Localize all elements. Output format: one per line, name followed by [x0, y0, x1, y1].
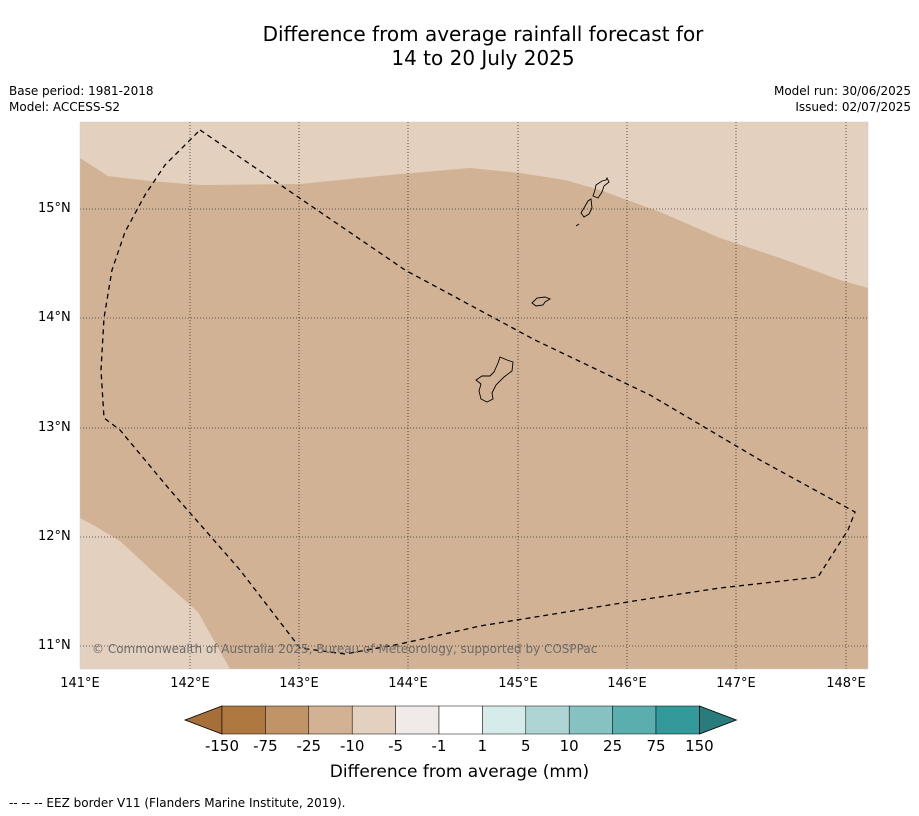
metadata-left: Base period: 1981-2018 Model: ACCESS-S2: [9, 83, 154, 115]
model-run: Model run: 30/06/2025: [773, 84, 911, 98]
colorbar-tick-label: -1: [431, 737, 447, 755]
eez-border: [100, 129, 856, 655]
colorbar-bin: [308, 705, 353, 735]
colorbar-tick-label: 5: [521, 737, 531, 755]
light-anomaly-region-north: [80, 122, 868, 288]
colorbar: [183, 705, 738, 735]
aguijan-outline: [575, 223, 580, 227]
lon-label-147e: 147°E: [716, 676, 756, 691]
lon-label-141e: 141°E: [60, 676, 100, 691]
colorbar-bin: [351, 705, 396, 735]
colorbar-tick-label: 1: [477, 737, 488, 755]
colorbar-tick-label: 150: [685, 737, 714, 755]
colorbar-title: Difference from average (mm): [329, 762, 590, 782]
colorbar-bin: [525, 705, 570, 735]
coastlines: [475, 176, 610, 403]
lon-label-143e: 143°E: [279, 676, 319, 691]
colorbar-tick-label: -10: [339, 737, 365, 755]
eez-footnote: -- -- -- EEZ border V11 (Flanders Marine…: [9, 796, 346, 810]
colorbar-tick-label: 75: [646, 737, 666, 755]
colorbar-bin: [438, 705, 483, 735]
colorbar-bin: [568, 705, 613, 735]
lat-label-11n: 11°N: [38, 638, 71, 653]
colorbar-bin: [221, 705, 266, 735]
map-panel: [79, 121, 869, 670]
rota-outline: [531, 296, 552, 307]
guam-outline: [475, 356, 514, 403]
colorbar-extend-high: [699, 705, 738, 735]
colorbar-tick-label: -5: [388, 737, 404, 755]
lat-label-15n: 15°N: [38, 201, 71, 216]
title-line-1: Difference from average rainfall forecas…: [262, 22, 704, 46]
lon-label-145e: 145°E: [498, 676, 538, 691]
title-line-2: 14 to 20 July 2025: [391, 46, 575, 70]
light-anomaly-region-southwest: [80, 518, 230, 669]
saipan-outline: [592, 176, 610, 199]
base-period: Base period: 1981-2018: [9, 84, 154, 98]
lat-label-14n: 14°N: [38, 310, 71, 325]
lon-label-148e: 148°E: [826, 676, 866, 691]
colorbar-tick-label: -25: [296, 737, 322, 755]
graticule: [80, 122, 868, 669]
lat-label-13n: 13°N: [38, 420, 71, 435]
model-name: Model: ACCESS-S2: [9, 100, 121, 114]
colorbar-tick-label: 25: [603, 737, 623, 755]
lon-label-146e: 146°E: [607, 676, 647, 691]
tinian-outline: [580, 198, 593, 218]
copyright-notice: © Commonwealth of Australia 2025, Bureau…: [92, 642, 597, 656]
colorbar-bin: [395, 705, 440, 735]
map-frame: [79, 121, 869, 670]
lon-label-144e: 144°E: [388, 676, 428, 691]
colorbar-tick-label: -75: [253, 737, 278, 755]
colorbar-bin: [612, 705, 657, 735]
issued-date: Issued: 02/07/2025: [795, 100, 911, 114]
colorbar-tick-label: 10: [559, 737, 579, 755]
colorbar-bin: [655, 705, 700, 735]
colorbar-bin: [482, 705, 527, 735]
lat-label-12n: 12°N: [38, 529, 71, 544]
metadata-right: Model run: 30/06/2025 Issued: 02/07/2025: [774, 83, 911, 115]
map-title: Difference from average rainfall forecas…: [0, 22, 919, 70]
colorbar-extend-low: [183, 705, 223, 735]
colorbar-bin: [265, 705, 310, 735]
lon-label-142e: 142°E: [170, 676, 210, 691]
colorbar-tick-label: -150: [204, 737, 240, 755]
